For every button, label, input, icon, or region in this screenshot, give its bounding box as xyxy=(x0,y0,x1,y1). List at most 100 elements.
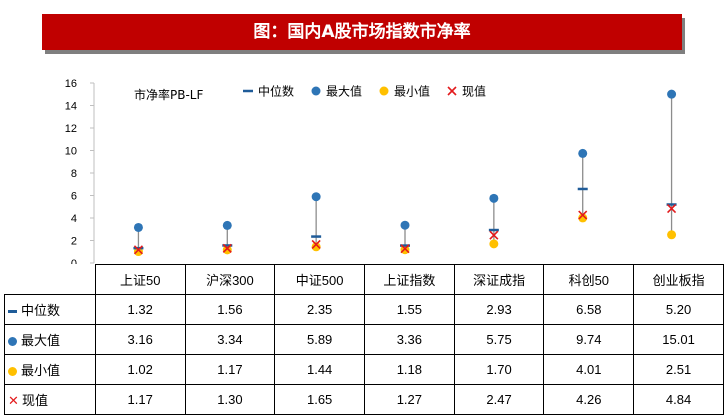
table-cell: 3.36 xyxy=(364,323,455,355)
table-cell: 2.47 xyxy=(453,383,545,415)
x-stroke xyxy=(447,86,457,96)
table-cell: 4.01 xyxy=(543,353,635,385)
table-cell: 1.18 xyxy=(364,353,455,385)
x-marker-icon: ✕ xyxy=(8,393,19,409)
table-header-row: 上证50 沪深300 中证500 上证指数 深证成指 科创50 创业板指 xyxy=(4,264,724,295)
category-label: 沪深300 xyxy=(184,264,276,295)
table-cell: 15.01 xyxy=(633,323,724,355)
table-row-median: 中位数 1.32 1.56 2.35 1.55 2.93 6.58 5.20 xyxy=(4,293,724,325)
table-cell: 5.20 xyxy=(633,293,724,325)
max-marker xyxy=(311,192,321,202)
x-stroke xyxy=(578,210,588,220)
max-marker xyxy=(578,148,588,158)
category-label: 深证成指 xyxy=(453,264,545,295)
min-marker xyxy=(489,239,499,249)
x-stroke xyxy=(667,203,677,214)
max-marker xyxy=(667,89,677,99)
current-marker xyxy=(311,239,321,250)
table-cell: 3.34 xyxy=(184,323,276,355)
max-marker xyxy=(489,193,499,203)
min-marker xyxy=(311,242,321,252)
data-table: 上证50 沪深300 中证500 上证指数 深证成指 科创50 创业板指 中位数… xyxy=(4,264,724,415)
row-header-max: 最大值 xyxy=(4,323,96,355)
y-tick-label: 2 xyxy=(71,236,77,248)
y-tick-label: 6 xyxy=(71,191,77,203)
x-stroke xyxy=(400,244,410,254)
table-cell: 4.84 xyxy=(633,383,724,415)
table-row-max: 最大值 3.16 3.34 5.89 3.36 5.75 9.74 15.01 xyxy=(4,323,724,355)
category-label: 创业板指 xyxy=(633,264,724,295)
row-header-current: ✕ 现值 xyxy=(4,383,96,415)
max-marker xyxy=(133,222,143,232)
category-label: 中证500 xyxy=(274,264,365,295)
table-cell: 1.56 xyxy=(184,293,276,325)
y-tick-label: 4 xyxy=(71,213,77,225)
row-header-median: 中位数 xyxy=(4,293,96,325)
current-marker xyxy=(133,245,143,255)
table-cell: 1.70 xyxy=(453,353,545,385)
row-header-min: 最小值 xyxy=(4,353,96,385)
max-marker xyxy=(311,86,321,96)
legend-label: 现值 xyxy=(462,84,486,99)
legend-label: 最大值 xyxy=(326,84,362,99)
min-marker xyxy=(222,245,232,255)
min-marker-icon xyxy=(8,366,17,376)
table-row-min: 最小值 1.02 1.17 1.44 1.18 1.70 4.01 2.51 xyxy=(4,353,724,385)
table-cell: 1.44 xyxy=(274,353,365,385)
table-cell: 1.17 xyxy=(94,383,186,415)
y-tick-label: 0 xyxy=(71,258,77,264)
row-label: 最小值 xyxy=(21,362,61,378)
y-tick-label: 16 xyxy=(65,78,77,90)
min-marker xyxy=(379,86,389,96)
median-marker-icon xyxy=(8,309,17,313)
table-cell: 1.30 xyxy=(184,383,276,415)
table-cell: 2.51 xyxy=(633,353,724,385)
max-marker xyxy=(222,220,232,230)
table-cell: 1.55 xyxy=(364,293,455,325)
table-cell: 2.35 xyxy=(274,293,365,325)
row-label: 最大值 xyxy=(21,332,61,348)
table-cell: 6.58 xyxy=(543,293,635,325)
table-cell: 1.27 xyxy=(364,383,455,415)
table-cell: 4.26 xyxy=(543,383,635,415)
category-label: 上证50 xyxy=(94,264,186,295)
table-cell: 1.02 xyxy=(94,353,186,385)
row-label: 现值 xyxy=(22,392,49,408)
table-cell: 5.75 xyxy=(453,323,545,355)
table-corner xyxy=(4,264,96,295)
legend-label: 中位数 xyxy=(258,84,294,99)
max-marker-icon xyxy=(8,336,17,346)
max-marker xyxy=(400,220,410,230)
current-marker xyxy=(578,210,588,220)
table-cell: 3.16 xyxy=(94,323,186,355)
category-label: 科创50 xyxy=(543,264,635,295)
table-cell: 5.89 xyxy=(274,323,365,355)
x-stroke xyxy=(311,239,321,250)
inner-metric-label: 市净率PB-LF xyxy=(134,87,203,102)
table-cell: 9.74 xyxy=(543,323,635,355)
x-stroke xyxy=(133,245,143,255)
table-cell: 1.32 xyxy=(94,293,186,325)
y-tick-label: 14 xyxy=(65,101,77,113)
category-label: 上证指数 xyxy=(364,264,455,295)
x-stroke xyxy=(222,243,232,253)
table-cell: 1.65 xyxy=(274,383,365,415)
current-marker xyxy=(400,244,410,254)
table-cell: 1.17 xyxy=(184,353,276,385)
current-marker xyxy=(667,203,677,214)
y-tick-label: 10 xyxy=(65,146,77,158)
min-marker xyxy=(667,230,677,240)
min-marker xyxy=(578,213,588,223)
legend-label: 最小值 xyxy=(394,84,430,99)
y-tick-label: 12 xyxy=(65,123,77,135)
table-row-current: ✕ 现值 1.17 1.30 1.65 1.27 2.47 4.26 4.84 xyxy=(4,383,724,415)
chart-title: 图：国内A股市场指数市净率 xyxy=(253,22,471,42)
y-tick-label: 8 xyxy=(71,168,77,180)
current-marker xyxy=(222,243,232,253)
x-stroke xyxy=(489,230,499,240)
title-banner: 图：国内A股市场指数市净率 xyxy=(42,14,682,50)
current-marker xyxy=(447,86,457,96)
table-cell: 2.93 xyxy=(453,293,545,325)
row-label: 中位数 xyxy=(21,302,61,318)
chart-plot: 0 2 4 6 8 10 12 14 16 市净率PB-LF 中位数 最大值 最小值 现值 xyxy=(65,78,677,264)
